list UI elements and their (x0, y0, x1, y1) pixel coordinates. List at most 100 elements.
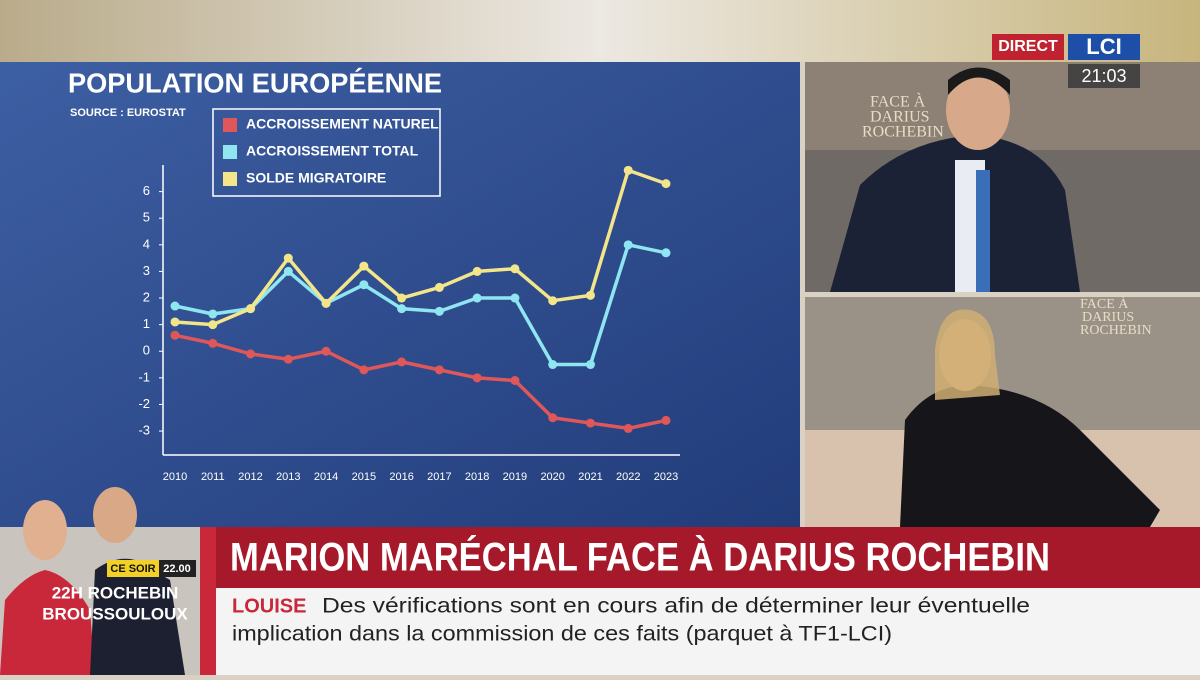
promo-tag: CE SOIR (110, 563, 155, 575)
legend-swatch (223, 145, 237, 159)
plot: 6 5 4 3 2 1 0 -1 -2 -3 2010 2011 2012 2013 2014 2015 201… (138, 116, 680, 483)
studio-sign: FACE À (870, 92, 926, 111)
x-tick-label: 2020 (540, 471, 564, 483)
legend-label: SOLDE MIGRATOIRE (246, 170, 386, 186)
y-tick-label: -2 (138, 396, 150, 411)
data-point (472, 266, 482, 276)
studio-sign: FACE À (1080, 295, 1129, 312)
data-point (359, 280, 369, 290)
ticker-text: implication dans la commission de ces fa… (232, 623, 892, 646)
legend-label: ACCROISSEMENT NATUREL (246, 116, 439, 132)
x-tick-label: 2014 (314, 471, 338, 483)
x-tick-label: 2017 (427, 471, 451, 483)
y-tick-label: 2 (143, 289, 150, 304)
data-point (321, 346, 331, 356)
video-bottom: FACE À DARIUS ROCHEBIN (805, 295, 1200, 527)
data-point (510, 293, 520, 303)
x-tick-label: 2019 (503, 471, 527, 483)
legend-swatch (223, 118, 237, 132)
data-point (548, 296, 558, 306)
data-point (170, 330, 180, 340)
series-line (174, 333, 667, 431)
data-point (434, 365, 444, 375)
y-tick-label: -3 (138, 422, 150, 437)
data-point (246, 304, 256, 314)
studio-sign: ROCHEBIN (862, 124, 944, 141)
data-point (585, 360, 595, 370)
studio-sign: ROCHEBIN (1080, 323, 1152, 338)
data-point (397, 357, 407, 367)
live-label: DIRECT (998, 38, 1058, 55)
data-point (170, 301, 180, 311)
data-point (246, 349, 256, 359)
x-tick-label: 2015 (352, 471, 376, 483)
legend-swatch (223, 172, 237, 186)
data-point (548, 360, 558, 370)
y-tick-label: 3 (143, 263, 150, 278)
y-tick-label: -1 (138, 369, 150, 384)
ticker-text: Des vérifications sont en cours afin de … (322, 595, 1030, 618)
data-point (397, 304, 407, 314)
data-point (510, 376, 520, 386)
x-tick-label: 2021 (578, 471, 602, 483)
chart-title: POPULATION EUROPÉENNE (68, 67, 442, 98)
data-point (585, 418, 595, 428)
data-point (510, 264, 520, 274)
studio-sign: DARIUS (1082, 310, 1134, 325)
y-tick-label: 6 (143, 183, 150, 198)
chart-source: SOURCE : EUROSTAT (70, 107, 186, 119)
legend-label: ACCROISSEMENT TOTAL (246, 143, 419, 159)
x-tick-label: 2018 (465, 471, 489, 483)
data-point (397, 293, 407, 303)
data-point (434, 282, 444, 292)
x-tick-label: 2023 (654, 471, 678, 483)
ticker-source: LOUISE (232, 595, 306, 617)
data-point (472, 373, 482, 383)
ticker (216, 588, 1200, 675)
y-tick-label: 5 (143, 210, 150, 225)
data-point (661, 248, 671, 258)
promo-line: BROUSSOULOUX (42, 604, 188, 623)
promo-line: 22H ROCHEBIN (52, 583, 179, 602)
x-tick-label: 2013 (276, 471, 300, 483)
data-point (208, 338, 218, 348)
data-point (472, 293, 482, 303)
data-point (623, 240, 633, 250)
data-point (548, 413, 558, 423)
data-point (359, 261, 369, 271)
x-tick-label: 2012 (238, 471, 262, 483)
data-point (661, 179, 671, 189)
video-top: FACE À DARIUS ROCHEBIN (805, 62, 1200, 292)
clock: 21:03 (1081, 66, 1126, 86)
headline: MARION MARÉCHAL FACE À DARIUS ROCHEBIN (230, 535, 1050, 580)
data-point (170, 317, 180, 327)
data-point (661, 415, 671, 425)
series-line (174, 168, 667, 327)
legend-box (212, 108, 441, 197)
channel-bug: DIRECT LCI 21:03 (992, 34, 1140, 88)
promo-time: 22.00 (163, 563, 191, 575)
headline-accent (200, 527, 216, 675)
channel-logo: LCI (1086, 34, 1121, 59)
data-point (283, 354, 293, 364)
y-tick-label: 4 (143, 236, 150, 251)
data-point (359, 365, 369, 375)
data-point (434, 306, 444, 316)
x-tick-label: 2022 (616, 471, 640, 483)
data-point (623, 423, 633, 433)
y-tick-label: 1 (143, 316, 150, 331)
data-point (585, 290, 595, 300)
promo: CE SOIR 22.00 22H ROCHEBIN BROUSSOULOUX (0, 487, 200, 675)
data-point (283, 253, 293, 263)
x-tick-label: 2011 (201, 471, 225, 483)
x-tick-label: 2010 (163, 471, 187, 483)
studio-sign: DARIUS (870, 109, 930, 126)
x-tick-label: 2016 (389, 471, 413, 483)
data-point (208, 320, 218, 330)
y-tick-label: 0 (143, 343, 150, 358)
data-point (321, 298, 331, 308)
data-point (623, 165, 633, 175)
headline-bar (200, 527, 1200, 588)
